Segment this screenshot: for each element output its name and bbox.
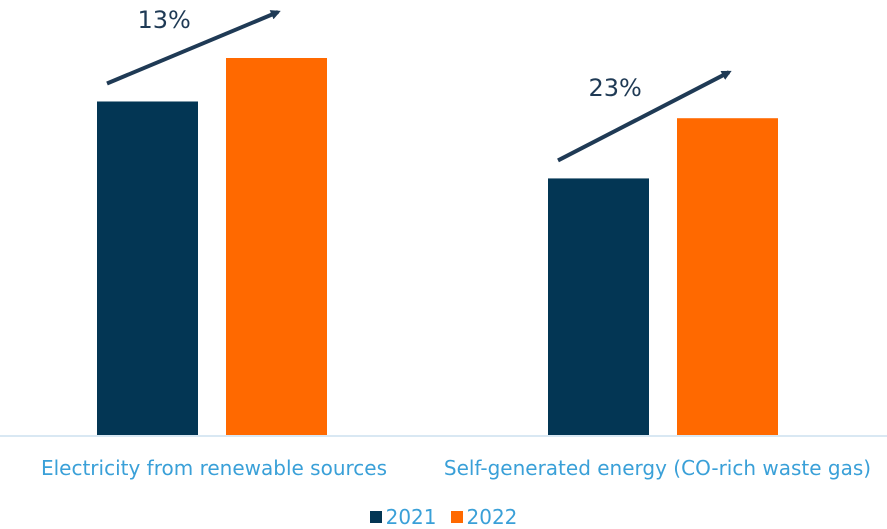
- legend-item-2022: 2022: [450, 505, 518, 529]
- bar-2022-cat-0: [226, 58, 327, 436]
- legend: 2021 2022: [0, 505, 887, 529]
- category-label-1: Self-generated energy (CO-rich waste gas…: [443, 456, 872, 480]
- growth-arrow-cat-1: [557, 70, 732, 163]
- growth-annotation-cat-1: 23%: [588, 74, 642, 103]
- legend-label-2022: 2022: [466, 505, 518, 529]
- legend-swatch-2021: [369, 511, 382, 523]
- growth-arrow-cat-0: [106, 10, 281, 86]
- legend-item-2021: 2021: [369, 505, 437, 529]
- category-label-0: Electricity from renewable sources: [40, 456, 388, 480]
- bar-2021-cat-0: [97, 101, 198, 436]
- bar-2022-cat-1: [677, 118, 778, 436]
- bar-2021-cat-1: [548, 178, 649, 436]
- growth-annotation-cat-0: 13%: [137, 5, 191, 34]
- legend-swatch-2022: [450, 511, 463, 523]
- legend-label-2021: 2021: [385, 505, 437, 529]
